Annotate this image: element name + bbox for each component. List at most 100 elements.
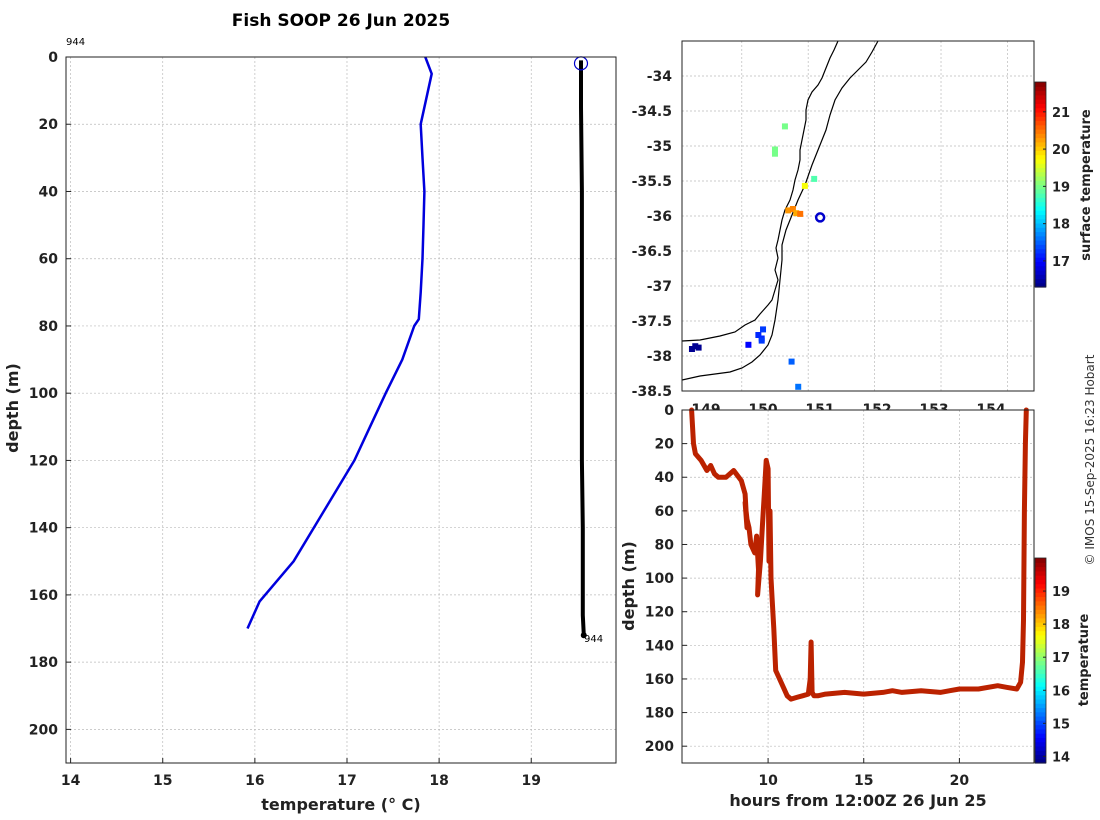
colorbar-band	[1035, 180, 1046, 186]
colorbar-band	[1035, 222, 1046, 228]
timeseries-y-tick-label: 60	[655, 504, 675, 520]
colorbar-tick-label: 17	[1052, 651, 1070, 666]
profile-y-tick-label: 40	[39, 184, 59, 200]
profile-x-tick-label: 18	[429, 773, 448, 789]
profile-x-tick-label: 16	[245, 773, 264, 789]
colorbar-band	[1035, 240, 1046, 245]
depth-timeseries-panel: 0 20 40 60 80 100 120 140 160 180 200 10 15 20 14 15 16…	[619, 403, 1092, 810]
map-data-point	[781, 123, 788, 130]
map-data-point	[785, 207, 792, 214]
map-coastline	[682, 41, 879, 381]
colorbar-band	[1035, 146, 1046, 151]
colorbar-band	[1035, 188, 1046, 194]
colorbar-band	[1035, 587, 1046, 593]
timeseries-line-depth	[689, 407, 1029, 702]
colorbar-band	[1035, 690, 1046, 696]
map-data-point	[692, 343, 699, 350]
map-y-tick-label: -34.5	[632, 104, 672, 120]
map-y-tick-label: -37	[647, 279, 672, 295]
map-data-point	[771, 150, 778, 157]
timeseries-lines	[689, 407, 1029, 702]
colorbar-band	[1035, 750, 1046, 756]
colorbar-tick-label: 17	[1052, 255, 1070, 270]
colorbar-band	[1035, 630, 1046, 636]
colorbar-band	[1035, 227, 1046, 233]
profile-y-tick-label: 120	[29, 453, 58, 469]
timeseries-y-tick-label: 40	[655, 470, 675, 486]
colorbar-band	[1035, 681, 1046, 687]
profile-lines	[246, 56, 589, 639]
profile-y-tick-label: 0	[48, 50, 58, 66]
colorbar-band	[1035, 634, 1046, 640]
timeseries-x-label: hours from 12:00Z 26 Jun 25	[729, 791, 986, 810]
colorbar-band	[1035, 566, 1046, 572]
profile-x-tick-label: 14	[61, 773, 81, 789]
colorbar-band	[1035, 150, 1046, 156]
surface-temperature-label: surface temperature	[1079, 109, 1094, 261]
colorbar-band	[1035, 128, 1046, 134]
timeseries-y-tick-label: 160	[645, 672, 674, 688]
credit-text: © IMOS 15-Sep-2025 16:23 Hobart	[1083, 354, 1097, 565]
colorbar-band	[1035, 575, 1046, 580]
colorbar-band	[1035, 562, 1046, 568]
colorbar-band	[1035, 639, 1046, 645]
colorbar-band	[1035, 210, 1046, 215]
colorbar-band	[1035, 613, 1046, 619]
timeseries-y-label: depth (m)	[619, 541, 638, 631]
colorbar-band	[1035, 570, 1046, 576]
profile-y-tick-label: 180	[29, 655, 58, 671]
map-data-point	[758, 337, 765, 344]
colorbar-band	[1035, 90, 1046, 96]
colorbar-band	[1035, 265, 1046, 271]
colorbar-band	[1035, 133, 1046, 139]
profile-line-climatology	[246, 56, 433, 630]
map-y-tick-label: -35.5	[632, 174, 672, 190]
colorbar-band	[1035, 175, 1046, 181]
colorbar-tick-label: 16	[1052, 684, 1070, 699]
coastline-path	[682, 41, 839, 342]
colorbar-band	[1035, 218, 1046, 224]
colorbar-band	[1035, 201, 1046, 207]
colorbar-band	[1035, 197, 1046, 203]
colorbar-band	[1035, 82, 1046, 87]
timeseries-y-tick-label: 80	[655, 537, 675, 553]
colorbar-band	[1035, 167, 1046, 173]
colorbar-band	[1035, 656, 1046, 662]
colorbar-band	[1035, 643, 1046, 649]
colorbar-band	[1035, 248, 1046, 254]
map-data-point	[755, 332, 762, 338]
colorbar-band	[1035, 673, 1046, 679]
colorbar-band	[1035, 758, 1046, 764]
colorbar-band	[1035, 269, 1046, 275]
colorbar-band	[1035, 600, 1046, 606]
map-axes-box	[681, 40, 1035, 392]
profile-line-observed	[579, 60, 586, 636]
colorbar-band	[1035, 711, 1046, 717]
colorbar-tick-label: 15	[1052, 717, 1070, 732]
profile-y-tick-label: 60	[39, 252, 59, 268]
timeseries-y-tick-label: 0	[664, 403, 674, 419]
timeseries-x-tick-label: 10	[758, 773, 778, 789]
profile-location-marker	[814, 212, 826, 223]
colorbar-band	[1035, 107, 1046, 113]
timeseries-axes-box	[681, 409, 1035, 764]
colorbar-tick-label: 21	[1052, 106, 1070, 121]
colorbar-band	[1035, 617, 1046, 623]
timeseries-tick-labels: 0 20 40 60 80 100 120 140 160 180 200 10 15 20	[645, 403, 970, 789]
map-data-point	[745, 341, 752, 348]
colorbar-band	[1035, 724, 1046, 730]
coastline-path-2	[682, 41, 879, 381]
colorbar-band	[1035, 660, 1046, 666]
colorbar-band	[1035, 86, 1046, 92]
colorbar-band	[1035, 158, 1046, 164]
map-data-point	[695, 344, 702, 351]
colorbar-band	[1035, 116, 1046, 122]
colorbar-band	[1035, 698, 1046, 704]
profile-y-label: depth (m)	[3, 363, 22, 453]
colorbar-band	[1035, 137, 1046, 143]
colorbar-tick-label: 19	[1052, 585, 1070, 600]
colorbar-band	[1035, 579, 1046, 585]
colorbar-band	[1035, 111, 1046, 117]
colorbar-band	[1035, 754, 1046, 760]
